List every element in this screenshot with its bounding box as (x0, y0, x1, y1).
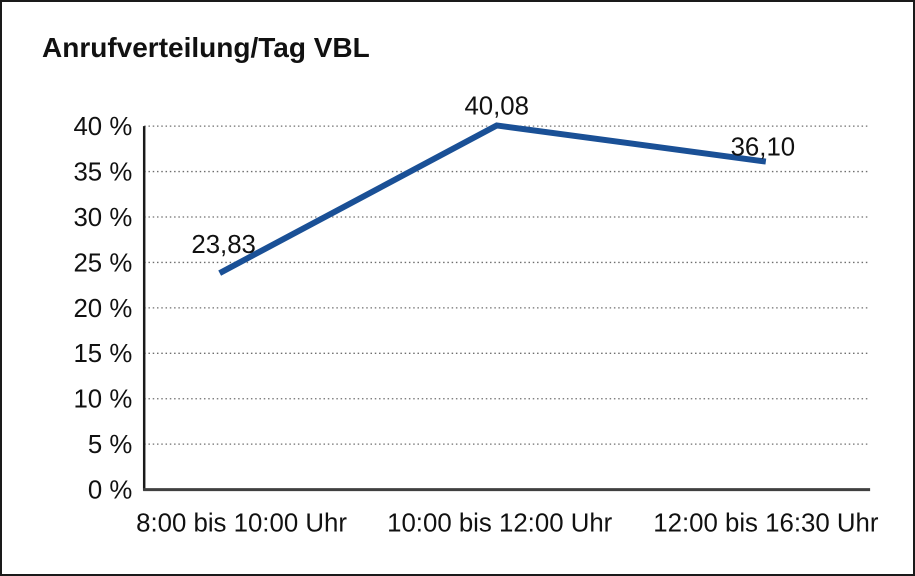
data-label: 40,08 (464, 92, 529, 120)
y-tick-label: 5 % (88, 431, 133, 459)
y-tick-label: 15 % (73, 340, 132, 368)
data-label: 23,83 (191, 231, 256, 259)
chart-title: Anrufverteilung/Tag VBL (42, 32, 370, 63)
y-tick-label: 40 % (73, 113, 132, 141)
y-tick-label: 25 % (73, 249, 132, 277)
x-category-label: 12:00 bis 16:30 Uhr (653, 509, 879, 537)
y-tick-label: 30 % (73, 204, 132, 232)
x-category-label: 10:00 bis 12:00 Uhr (387, 509, 613, 537)
data-label: 36,10 (731, 134, 796, 162)
x-category-label: 8:00 bis 10:00 Uhr (136, 509, 347, 537)
data-line (218, 122, 767, 276)
y-tick-label: 10 % (73, 386, 132, 414)
y-tick-label: 35 % (73, 159, 132, 187)
y-tick-label: 20 % (73, 295, 132, 323)
y-tick-label: 0 % (88, 477, 133, 505)
